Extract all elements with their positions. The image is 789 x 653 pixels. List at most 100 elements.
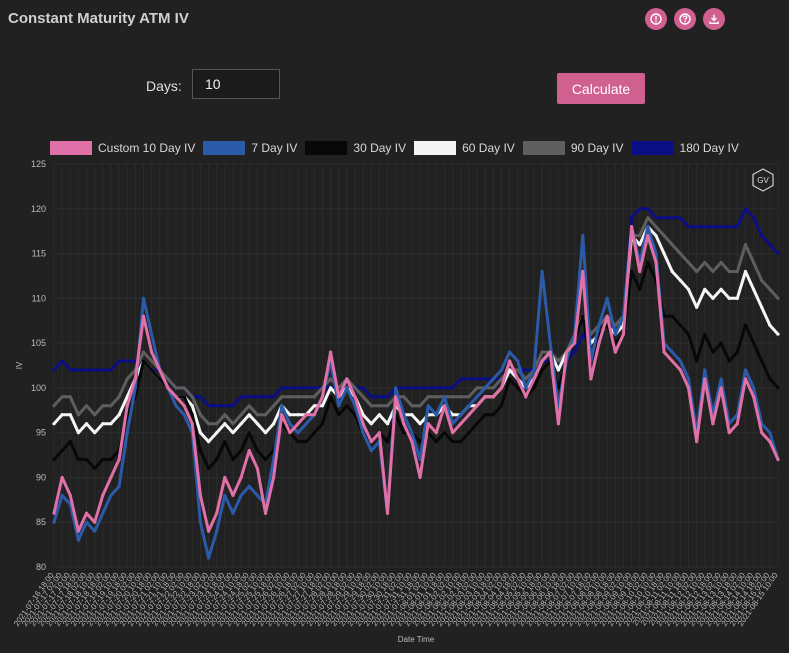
data-point xyxy=(101,493,105,497)
data-point xyxy=(93,466,97,471)
data-point xyxy=(76,457,81,462)
legend-item[interactable]: 7 Day IV xyxy=(203,141,297,155)
data-point xyxy=(304,386,308,390)
data-point xyxy=(735,296,739,300)
data-point xyxy=(215,511,219,515)
data-point xyxy=(190,395,194,399)
data-point xyxy=(60,475,64,480)
data-point xyxy=(451,413,455,417)
data-point xyxy=(711,269,715,274)
data-point xyxy=(524,377,528,381)
data-point xyxy=(670,269,674,274)
data-point xyxy=(68,368,72,372)
data-point xyxy=(662,314,666,318)
days-input[interactable] xyxy=(192,69,280,99)
data-point xyxy=(418,475,422,480)
data-point xyxy=(337,413,341,417)
data-point xyxy=(662,251,666,256)
data-point xyxy=(198,431,203,435)
data-point xyxy=(231,404,235,408)
data-point xyxy=(239,448,243,453)
data-point xyxy=(719,341,723,345)
data-point xyxy=(703,287,707,291)
data-point xyxy=(84,368,89,372)
legend-item[interactable]: 90 Day IV xyxy=(522,141,624,155)
data-point xyxy=(394,386,398,390)
data-point xyxy=(760,278,764,283)
data-point xyxy=(133,386,137,390)
data-point xyxy=(451,386,455,390)
legend-item[interactable]: 60 Day IV xyxy=(414,141,515,155)
data-point xyxy=(467,413,471,417)
data-point xyxy=(369,448,373,453)
data-point xyxy=(451,431,455,435)
data-point xyxy=(532,377,536,381)
data-point xyxy=(109,457,113,462)
data-point xyxy=(60,359,64,363)
data-point xyxy=(670,350,674,354)
data-point xyxy=(385,395,390,399)
data-point xyxy=(312,395,316,399)
legend-swatch xyxy=(414,141,457,155)
data-point xyxy=(760,431,764,435)
data-point xyxy=(84,511,89,515)
calculate-button[interactable]: Calculate xyxy=(557,73,645,104)
data-point xyxy=(638,287,642,291)
data-point xyxy=(60,413,64,417)
legend-label: Custom 10 Day IV xyxy=(98,141,196,155)
data-point xyxy=(247,413,251,417)
data-point xyxy=(499,386,504,390)
data-point xyxy=(711,296,715,300)
data-point xyxy=(581,314,585,318)
data-point xyxy=(686,377,691,381)
data-point xyxy=(345,404,349,408)
data-point xyxy=(369,440,373,444)
data-point xyxy=(621,332,626,336)
y-tick-label: 80 xyxy=(36,562,46,572)
data-point xyxy=(109,404,113,408)
data-point xyxy=(760,305,764,309)
data-point xyxy=(646,234,650,238)
legend-item[interactable]: 180 Day IV xyxy=(631,141,739,155)
data-point xyxy=(304,413,308,417)
legend-item[interactable]: 30 Day IV xyxy=(305,141,406,155)
data-point xyxy=(320,404,325,408)
data-point xyxy=(410,386,414,390)
data-point xyxy=(451,440,455,444)
data-point xyxy=(686,225,691,229)
data-point xyxy=(760,359,764,363)
data-point xyxy=(296,413,300,417)
data-point xyxy=(410,440,414,444)
data-point xyxy=(442,395,447,399)
help-icon[interactable] xyxy=(674,8,696,30)
data-point xyxy=(638,234,642,238)
download-icon[interactable] xyxy=(703,8,725,30)
data-point xyxy=(475,377,479,381)
data-point xyxy=(638,207,642,211)
data-point xyxy=(646,216,650,220)
data-point xyxy=(272,422,276,426)
data-point xyxy=(589,377,593,381)
info-icon[interactable] xyxy=(645,8,667,30)
data-point xyxy=(109,493,113,497)
data-point xyxy=(703,225,707,229)
data-point xyxy=(581,234,585,238)
data-point xyxy=(239,422,243,426)
data-point xyxy=(491,386,495,390)
data-point xyxy=(206,466,211,471)
data-point xyxy=(442,386,447,390)
legend-item[interactable]: Custom 10 Day IV xyxy=(50,141,195,155)
data-point xyxy=(434,440,438,444)
data-point xyxy=(564,350,569,354)
data-point xyxy=(475,386,479,390)
data-point xyxy=(727,225,731,229)
data-point xyxy=(231,457,235,462)
data-point xyxy=(263,457,268,462)
data-point xyxy=(312,413,316,417)
data-point xyxy=(776,386,780,390)
data-point xyxy=(76,431,81,435)
data-point xyxy=(768,323,772,327)
data-point xyxy=(93,413,97,417)
data-point xyxy=(288,431,292,435)
data-point xyxy=(556,368,560,372)
